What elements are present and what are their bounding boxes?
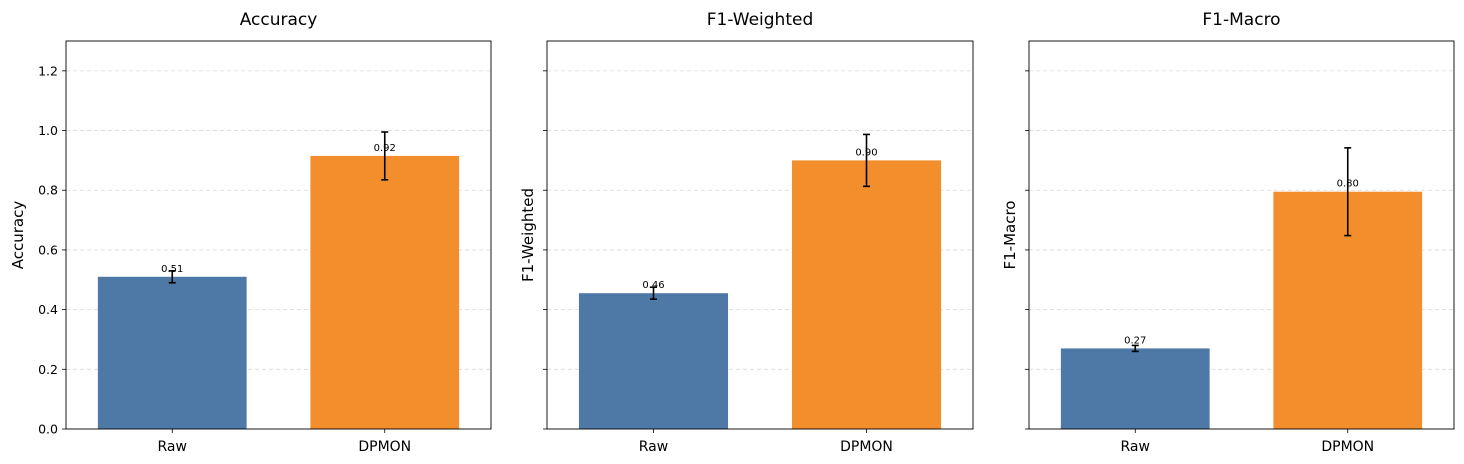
bar-raw: [1060, 348, 1210, 429]
y-tick-label: 0.0: [38, 422, 58, 437]
x-tick-label: DPMON: [1321, 439, 1374, 455]
value-label: 0.51: [161, 264, 183, 275]
bar-raw: [578, 293, 729, 429]
x-tick-label: DPMON: [840, 439, 893, 455]
bar-raw: [97, 276, 247, 429]
plot-frame: [1028, 40, 1455, 430]
value-label: 0.46: [642, 280, 664, 291]
plot-frame: [65, 40, 492, 430]
plot-frame: [546, 40, 974, 430]
y-tick-label: 0.8: [38, 183, 58, 198]
value-label: 0.80: [1337, 179, 1359, 190]
x-tick-label: Raw: [1121, 439, 1150, 455]
x-tick-label: DPMON: [358, 439, 411, 455]
bar-dpmon: [791, 160, 942, 429]
y-tick-label: 0.4: [38, 302, 58, 317]
x-tick-label: Raw: [158, 439, 187, 455]
y-axis-label: F1-Weighted: [519, 188, 537, 282]
y-axis-label: Accuracy: [9, 201, 27, 270]
x-tick-label: Raw: [639, 439, 668, 455]
y-axis-label: F1-Macro: [1001, 201, 1019, 270]
y-tick-label: 0.2: [38, 362, 58, 377]
chart-title: Accuracy: [240, 10, 318, 30]
value-label: 0.92: [374, 143, 396, 154]
y-tick-label: 0.6: [38, 242, 58, 257]
y-tick-label: 1.0: [38, 123, 58, 138]
value-label: 0.90: [855, 147, 877, 158]
value-label: 0.27: [1124, 335, 1146, 346]
chart-title: F1-Macro: [1202, 10, 1280, 30]
bar-dpmon: [310, 155, 460, 429]
chart-title: F1-Weighted: [707, 10, 814, 30]
y-tick-label: 1.2: [38, 63, 58, 78]
